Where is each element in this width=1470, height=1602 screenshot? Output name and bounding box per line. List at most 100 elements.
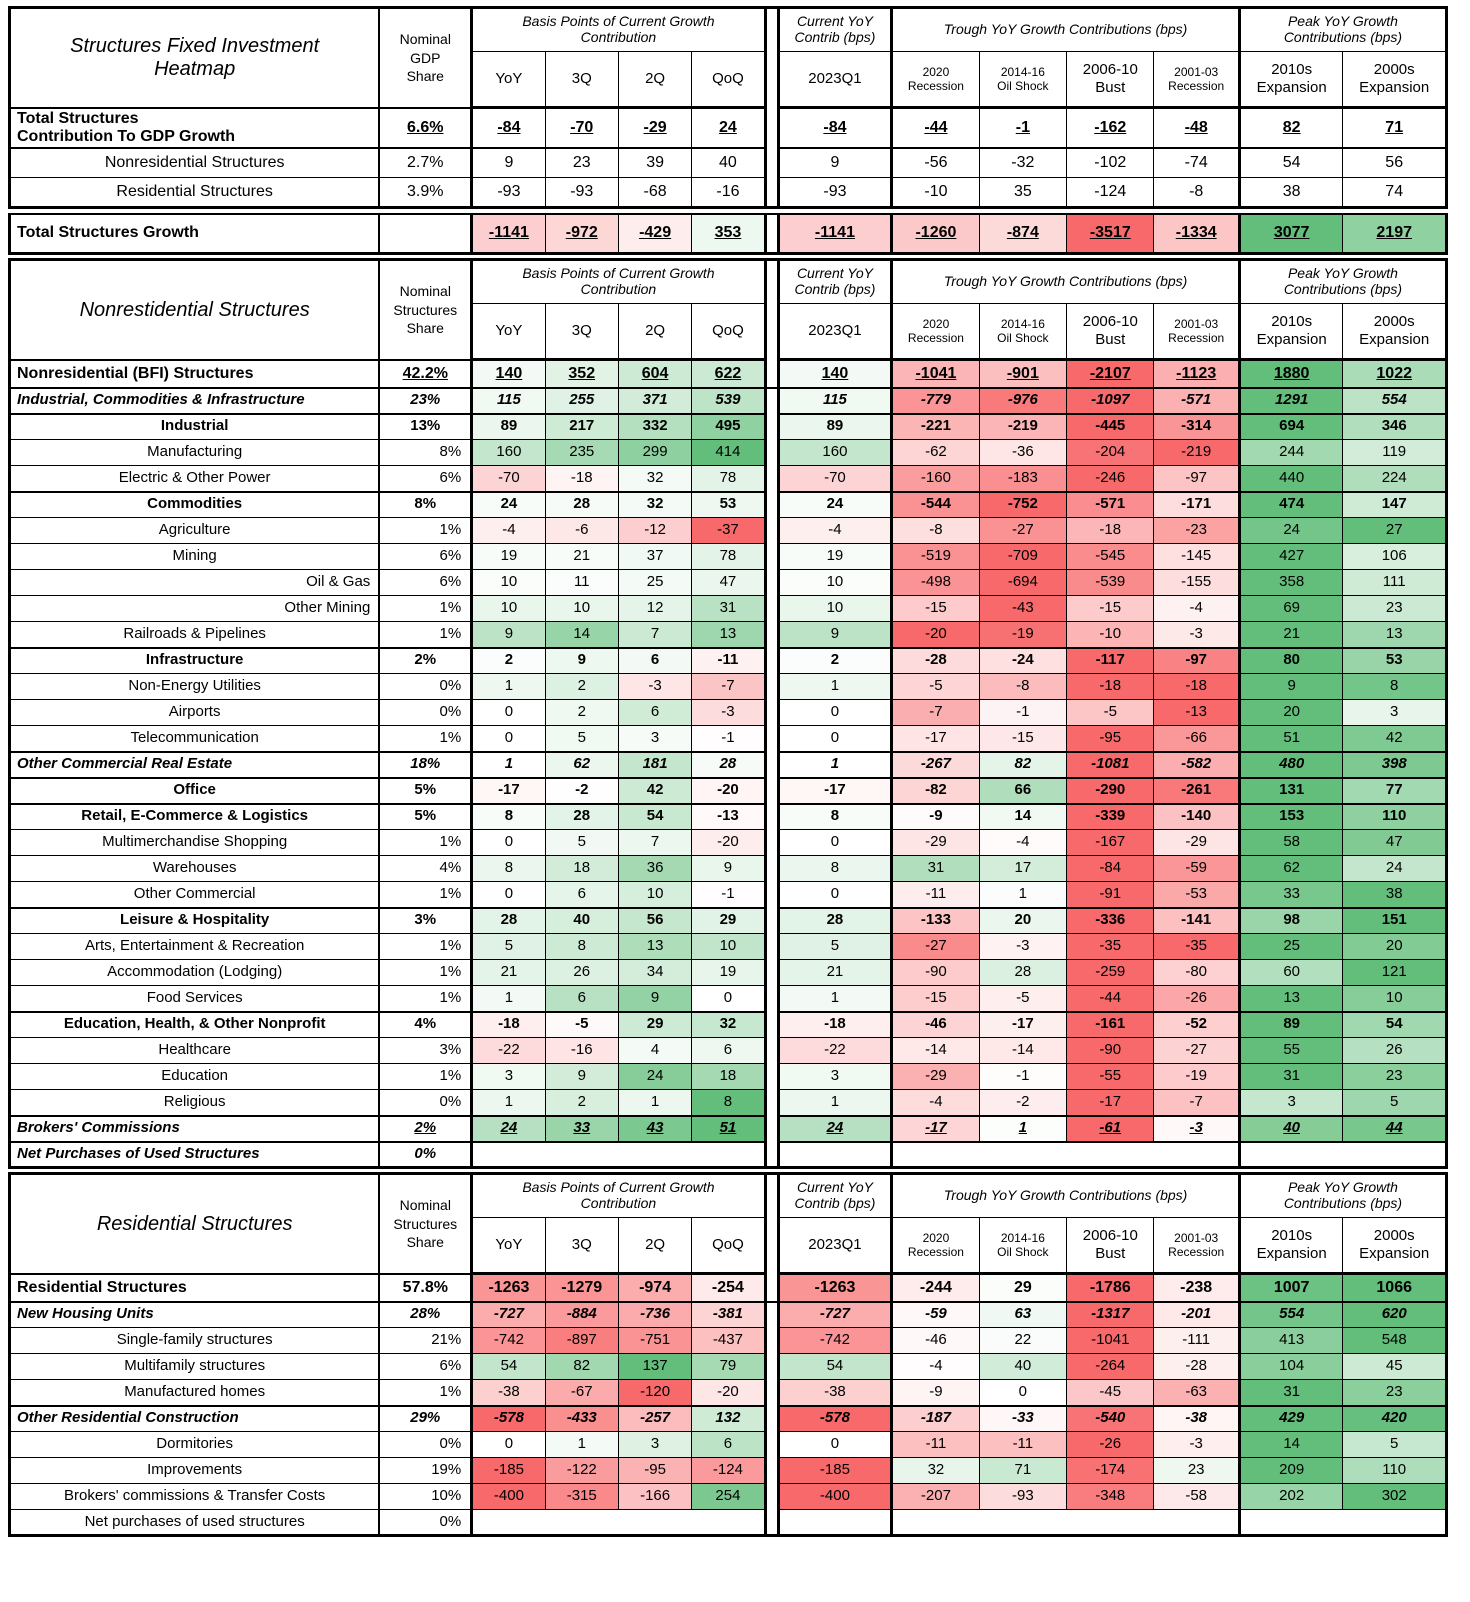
value-cell: -219 (1153, 439, 1241, 466)
value-cell: 1066 (1342, 1272, 1448, 1303)
value-cell: -16 (691, 177, 767, 209)
value-cell: 0 (777, 829, 894, 856)
column-gap (763, 1379, 780, 1406)
value-cell: -4 (978, 829, 1068, 856)
value-cell: 9 (471, 147, 546, 178)
value-cell: -429 (617, 212, 693, 255)
table-row: Nonresidential Structures 2.7% 9 23 39 40 9 -56… (8, 147, 1448, 178)
value-cell: -219 (978, 412, 1068, 440)
value-cell: -498 (891, 569, 980, 596)
value-cell: -17 (471, 776, 546, 804)
value-cell: 235 (544, 439, 619, 466)
value-cell: -1317 (1066, 1300, 1155, 1328)
section-header-row: Structures Fixed Investment Heatmap Nomin… (8, 6, 1449, 108)
column-header: 2000s Expansion (1342, 51, 1448, 109)
row-label: Manufacturing (8, 439, 381, 466)
value-cell: 110 (1342, 1457, 1448, 1484)
value-cell: 26 (544, 959, 619, 986)
value-cell: 53 (1342, 646, 1448, 674)
section-title: Residential Structures (8, 1172, 381, 1274)
table-row: Commodities 8% 24 28 32 53 24 -544 -752 -571 -171 4… (8, 490, 1448, 518)
value-cell: 25 (617, 569, 693, 596)
row-label: Oil & Gas (8, 569, 381, 596)
value-cell: -244 (891, 1272, 980, 1303)
column-gap (763, 106, 780, 149)
value-cell: -9 (891, 802, 980, 830)
value-cell: 28 (544, 802, 619, 830)
value-cell: -2 (544, 776, 619, 804)
value-cell: 10 (617, 881, 693, 908)
value-cell: 13 (617, 933, 693, 960)
value-cell: 0 (777, 881, 894, 908)
blank-cell (891, 1509, 1241, 1537)
column-header: 3Q (544, 51, 619, 109)
value-cell: 140 (777, 358, 894, 389)
value-cell: -111 (1153, 1327, 1241, 1354)
value-cell: -5 (1066, 699, 1155, 726)
section-header-row: Nonrestidential Structures Nominal Struct… (8, 258, 1449, 360)
value-cell: -290 (1066, 776, 1155, 804)
value-cell: -1041 (1066, 1327, 1155, 1354)
column-gap (763, 802, 780, 830)
column-gap (763, 543, 780, 570)
share-cell: 1% (378, 881, 474, 908)
row-label: Industrial (8, 412, 381, 440)
share-cell: 1% (378, 595, 474, 622)
value-cell: 4 (617, 1037, 693, 1064)
share-cell: 2% (378, 646, 474, 674)
column-gap (763, 621, 780, 648)
row-label: Religious (8, 1089, 381, 1116)
value-cell: 32 (617, 490, 693, 518)
table-row: Infrastructure 2% 2 9 6 -11 2 -28 -24 -117 -97 80 53 (8, 646, 1448, 674)
column-gap (763, 177, 780, 209)
value-cell: 18 (544, 855, 619, 882)
value-cell: -7 (691, 673, 767, 700)
table-row: Healthcare 3% -22 -16 4 6 -22 -14 -14 -90 -27 55 26 (8, 1037, 1448, 1064)
row-label: Other Mining (8, 595, 381, 622)
row-label: New Housing Units (8, 1300, 381, 1328)
value-cell: 0 (777, 1431, 894, 1458)
value-cell: -93 (978, 1483, 1068, 1510)
value-cell: -62 (891, 439, 980, 466)
column-gap (763, 959, 780, 986)
table-row: Brokers' Commissions 2% 24 33 43 51 24 -17 1 -61-… (8, 1114, 1448, 1142)
value-cell: 8 (1342, 673, 1448, 700)
column-gap (763, 750, 780, 778)
value-cell: 115 (777, 386, 894, 414)
table-row: Education 1% 3 9 24 18 3 -29 -1 -55 -19 31 23 (8, 1063, 1448, 1090)
value-cell: -26 (1153, 985, 1241, 1012)
value-cell: -1141 (471, 212, 546, 255)
value-cell: -13 (1153, 699, 1241, 726)
value-cell: 1880 (1238, 358, 1344, 389)
value-cell: 82 (1238, 106, 1344, 149)
value-cell: 420 (1342, 1404, 1448, 1432)
value-cell: 54 (777, 1353, 894, 1380)
value-cell: -1 (691, 725, 767, 752)
value-cell: 19 (471, 543, 546, 570)
value-cell: 29 (617, 1010, 693, 1038)
heatmap-table: Structures Fixed Investment Heatmap Nomin… (8, 6, 1449, 1537)
row-label: Office (8, 776, 381, 804)
value-cell: -742 (777, 1327, 894, 1354)
value-cell: 604 (617, 358, 693, 389)
value-cell: -74 (1153, 147, 1241, 178)
column-gap (763, 386, 780, 414)
column-gap (763, 1300, 780, 1328)
column-header: 2006-10 Bust (1066, 1217, 1155, 1275)
column-gap (763, 1272, 780, 1303)
share-cell: 13% (378, 412, 474, 440)
value-cell: -10 (891, 177, 980, 209)
value-cell: 32 (691, 1010, 767, 1038)
value-cell: 28 (691, 750, 767, 778)
column-gap (763, 1089, 780, 1116)
value-cell: 0 (691, 985, 767, 1012)
row-label: Industrial, Commodities & Infrastructure (8, 386, 381, 414)
value-cell: -33 (978, 1404, 1068, 1432)
share-cell: 42.2% (378, 358, 474, 389)
value-cell: 24 (471, 1114, 546, 1142)
value-cell: -10 (1066, 621, 1155, 648)
value-cell: -1 (691, 881, 767, 908)
share-cell: 6.6% (378, 106, 474, 149)
value-cell: 8 (691, 1089, 767, 1116)
value-cell: 1 (471, 673, 546, 700)
